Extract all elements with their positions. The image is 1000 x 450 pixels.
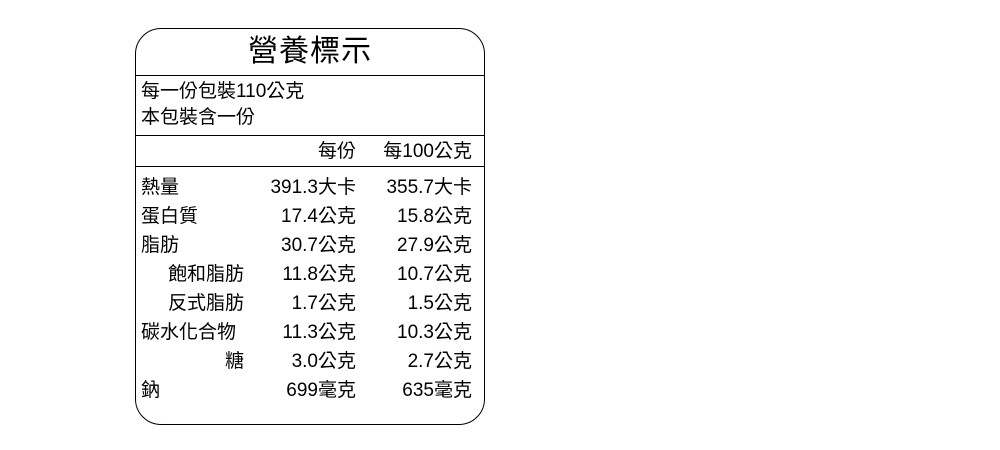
- nutrient-value-per-100g: 1.5公克: [407, 293, 472, 314]
- label-title-band: 營養標示: [136, 29, 484, 76]
- nutrient-value-per-serving: 11.8公克: [282, 264, 356, 285]
- column-header-per-100g: 每100公克: [383, 140, 472, 162]
- servings-per-container-line: 本包裝含一份: [141, 107, 256, 128]
- nutrient-name: 反式脂肪: [167, 293, 244, 314]
- nutrient-value-per-100g: 15.8公克: [397, 206, 472, 227]
- column-header-per-serving: 每份: [317, 140, 356, 162]
- nutrient-value-per-serving: 17.4公克: [281, 206, 356, 227]
- serving-size-line: 每一份包裝110公克: [141, 81, 305, 102]
- nutrient-rows: 熱量 391.3大卡 355.7大卡蛋白質 17.4公克 15.8公克脂肪 30.7公克 2…: [136, 167, 484, 405]
- nutrient-name: 飽和脂肪: [167, 264, 244, 285]
- nutrient-name: 脂肪: [141, 235, 180, 256]
- table-row: 碳水化合物 11.3公克 10.3公克: [136, 318, 484, 347]
- nutrient-name: 糖: [224, 351, 244, 372]
- table-row: 飽和脂肪 11.8公克 10.7公克: [136, 260, 484, 289]
- nutrient-value-per-100g: 635毫克: [402, 380, 472, 401]
- table-row: 熱量 391.3大卡 355.7大卡: [136, 173, 484, 202]
- nutrient-value-per-serving: 30.7公克: [281, 235, 356, 256]
- nutrient-value-per-100g: 355.7大卡: [386, 177, 472, 198]
- nutrient-name: 碳水化合物: [141, 322, 237, 343]
- nutrient-value-per-serving: 11.3公克: [282, 322, 356, 343]
- nutrient-name: 蛋白質: [141, 206, 199, 227]
- column-header-row: 每份 每100公克: [136, 136, 484, 167]
- label-title: 營養標示: [248, 35, 372, 68]
- nutrient-name: 熱量: [141, 177, 180, 198]
- nutrient-value-per-serving: 1.7公克: [291, 293, 356, 314]
- nutrient-value-per-serving: 3.0公克: [291, 351, 356, 372]
- nutrient-name: 鈉: [141, 380, 161, 401]
- nutrition-facts-label: 營養標示 每一份包裝110公克 本包裝含一份 每份 每100公克 熱量 391.3…: [135, 28, 485, 425]
- nutrient-value-per-100g: 2.7公克: [407, 351, 472, 372]
- nutrient-value-per-100g: 10.3公克: [397, 322, 472, 343]
- serving-information-band: 每一份包裝110公克 本包裝含一份: [136, 76, 484, 136]
- nutrient-value-per-serving: 699毫克: [286, 380, 356, 401]
- table-row: 鈉 699毫克 635毫克: [136, 376, 484, 405]
- nutrient-value-per-100g: 27.9公克: [397, 235, 472, 256]
- table-row: 蛋白質 17.4公克 15.8公克: [136, 202, 484, 231]
- table-row: 反式脂肪 1.7公克 1.5公克: [136, 289, 484, 318]
- table-row: 脂肪 30.7公克 27.9公克: [136, 231, 484, 260]
- nutrient-value-per-100g: 10.7公克: [397, 264, 472, 285]
- nutrient-value-per-serving: 391.3大卡: [270, 177, 356, 198]
- table-row: 糖 3.0公克 2.7公克: [136, 347, 484, 376]
